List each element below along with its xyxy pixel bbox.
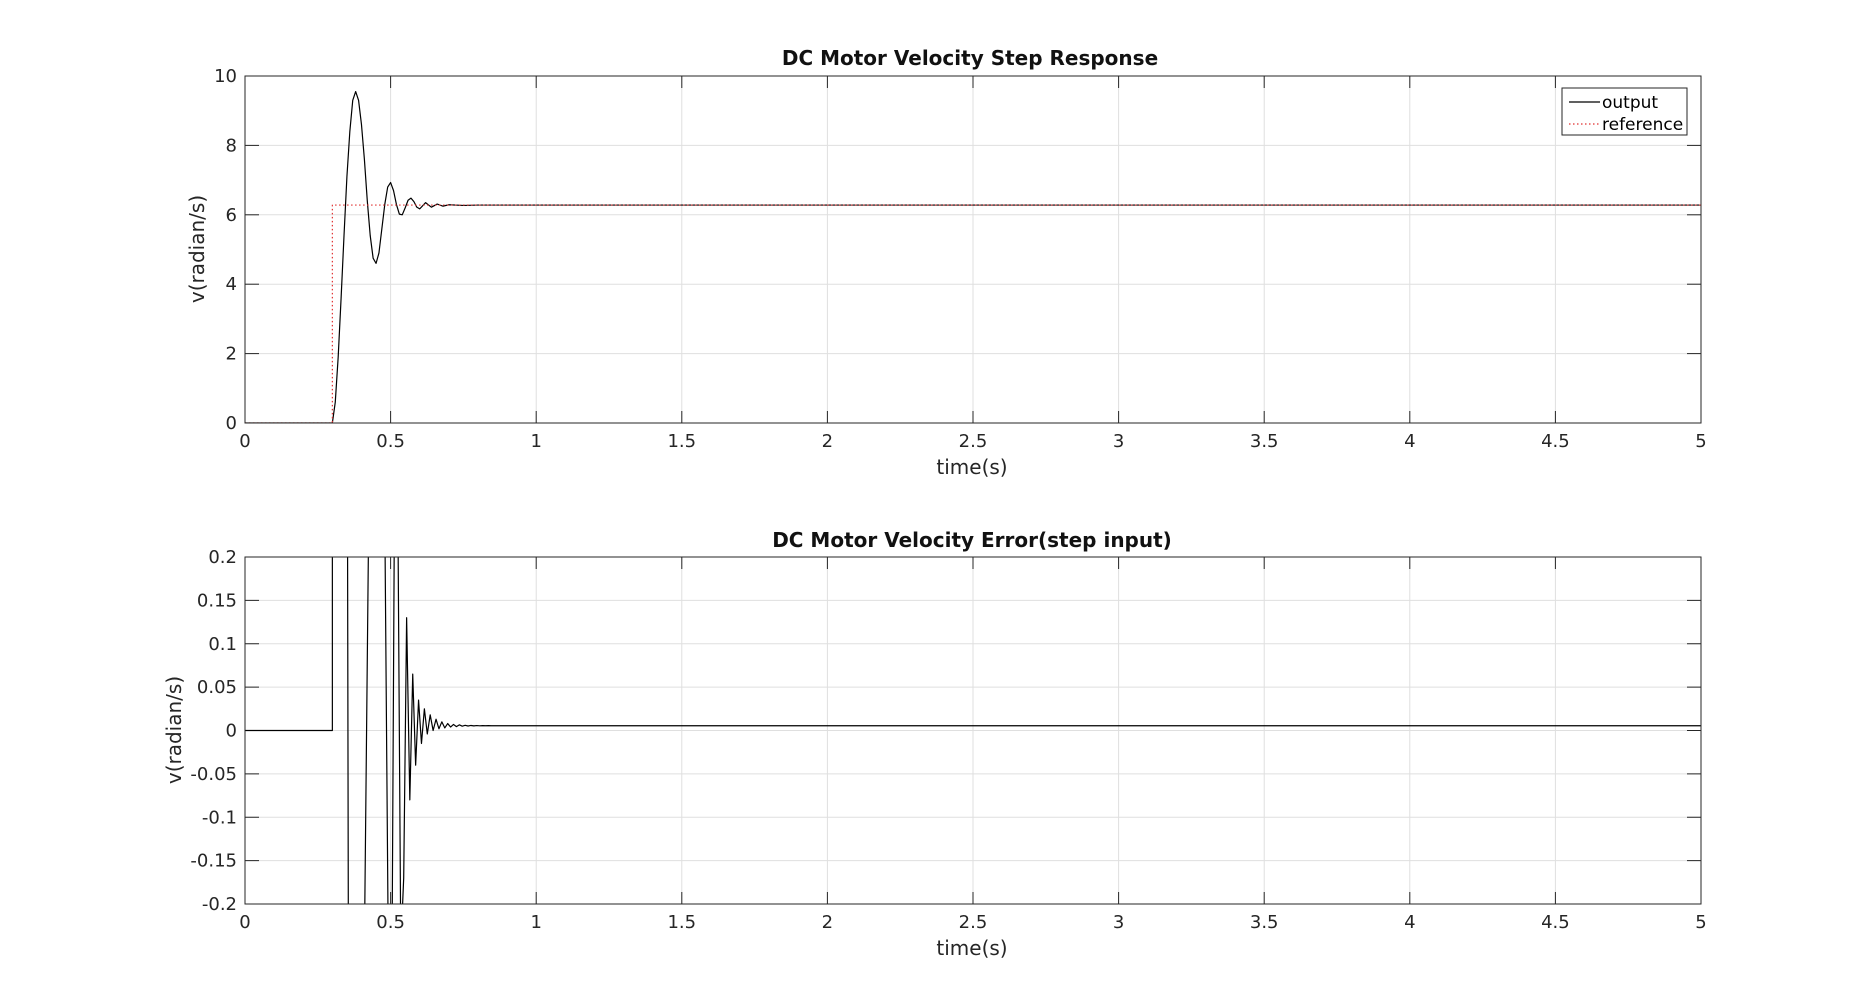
x-tick-label: 3.5 — [1250, 431, 1279, 452]
error-series-line — [245, 557, 1701, 904]
x-tick-label: 5 — [1695, 431, 1706, 452]
plot-area — [245, 557, 1701, 904]
y-tick-label: -0.1 — [202, 807, 237, 828]
y-tick-label: 0.15 — [197, 590, 237, 611]
x-tick-label: 3 — [1113, 912, 1124, 933]
x-tick-label: 1 — [530, 431, 541, 452]
y-axis-label: v(radian/s) — [162, 676, 186, 784]
x-tick-label: 1.5 — [667, 912, 696, 933]
x-tick-label: 1.5 — [667, 431, 696, 452]
chart-title: DC Motor Velocity Error(step input) — [772, 528, 1172, 552]
x-tick-label: 4.5 — [1541, 431, 1570, 452]
velocity-step-response-chart: DC Motor Velocity Step Response time(s) … — [185, 46, 1707, 479]
x-axis-label: time(s) — [936, 455, 1007, 479]
x-tick-label: 3.5 — [1250, 912, 1279, 933]
x-tick-label: 2 — [822, 912, 833, 933]
x-tick-label: 5 — [1695, 912, 1706, 933]
velocity-error-chart: DC Motor Velocity Error(step input) time… — [162, 528, 1707, 960]
y-tick-label: 4 — [226, 274, 237, 295]
x-tick-label: 4 — [1404, 431, 1415, 452]
y-tick-label: 8 — [226, 135, 237, 156]
y-tick-label: 0.1 — [208, 634, 237, 655]
x-tick-label: 2.5 — [959, 431, 988, 452]
y-ticks: -0.2 -0.15 -0.1 -0.05 0 0.05 0.1 0.15 0.2 — [190, 547, 1701, 915]
axes-frame — [244, 75, 1702, 424]
chart-title: DC Motor Velocity Step Response — [782, 46, 1158, 70]
reference-series-line — [245, 204, 1701, 423]
x-tick-label: 2 — [822, 431, 833, 452]
y-tick-label: 0 — [226, 413, 237, 434]
y-tick-label: -0.05 — [190, 764, 237, 785]
x-tick-label: 4.5 — [1541, 912, 1570, 933]
y-tick-label: 0.05 — [197, 677, 237, 698]
x-tick-label: 0 — [239, 431, 250, 452]
y-tick-label: 10 — [214, 66, 237, 87]
y-axis-label: v(radian/s) — [185, 195, 209, 303]
y-tick-label: -0.15 — [190, 851, 237, 872]
x-tick-label: 0.5 — [376, 912, 405, 933]
y-tick-label: 2 — [226, 344, 237, 365]
legend-label-reference: reference — [1602, 115, 1683, 135]
y-tick-label: -0.2 — [202, 894, 237, 915]
x-tick-label: 3 — [1113, 431, 1124, 452]
output-series-line — [245, 91, 1701, 423]
x-tick-label: 1 — [530, 912, 541, 933]
grid-lines — [245, 557, 1701, 904]
x-tick-label: 4 — [1404, 912, 1415, 933]
x-tick-label: 0.5 — [376, 431, 405, 452]
y-tick-label: 0.2 — [208, 547, 237, 568]
y-ticks: 0 2 4 6 8 10 — [214, 66, 1701, 434]
legend-label-output: output — [1602, 93, 1658, 113]
legend-box — [1561, 87, 1688, 136]
grid-lines — [245, 76, 1701, 423]
axes-frame — [244, 556, 1702, 905]
y-tick-label: 6 — [226, 205, 237, 226]
legend: output reference — [1561, 87, 1688, 136]
x-tick-label: 0 — [239, 912, 250, 933]
x-axis-label: time(s) — [936, 936, 1007, 960]
x-tick-label: 2.5 — [959, 912, 988, 933]
plot-area — [245, 91, 1701, 423]
y-tick-label: 0 — [226, 721, 237, 742]
